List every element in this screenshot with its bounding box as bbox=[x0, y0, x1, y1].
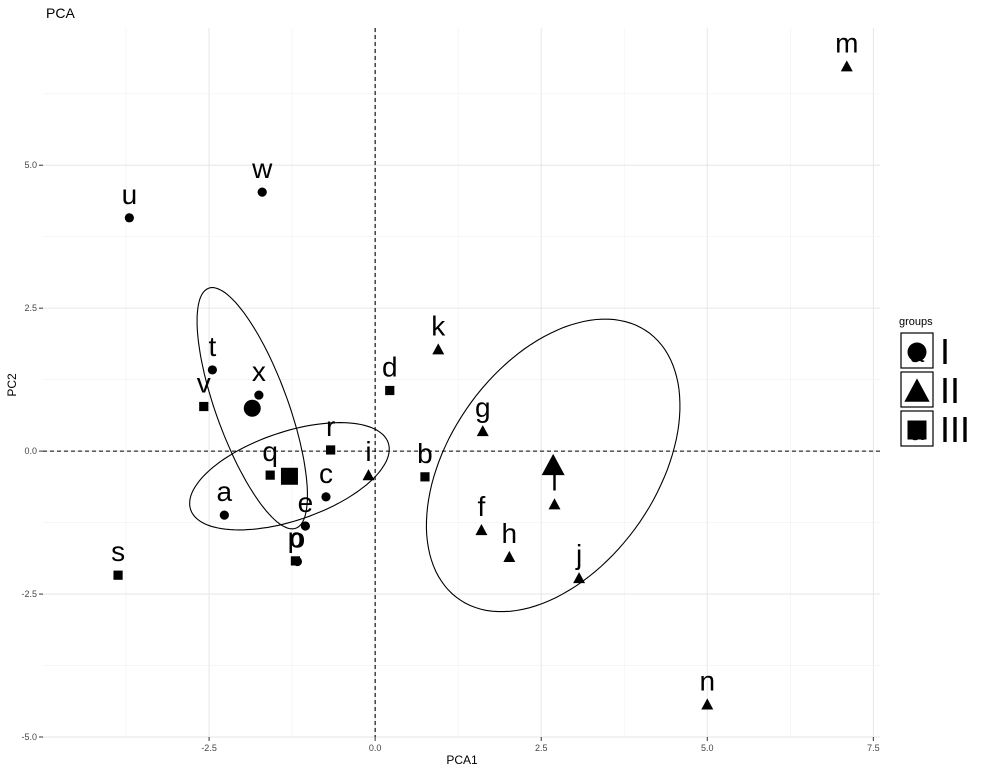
point-p bbox=[290, 556, 301, 566]
point-g bbox=[476, 425, 489, 437]
point-q bbox=[265, 470, 275, 480]
point-label-f: f bbox=[478, 491, 486, 522]
point-label-r: r bbox=[326, 411, 335, 442]
centroid-group-III bbox=[280, 467, 298, 485]
x-tick-label: -2.5 bbox=[201, 743, 217, 753]
confidence-ellipses bbox=[189, 287, 681, 613]
point-label-e: e bbox=[298, 487, 314, 518]
x-tick-label: 7.5 bbox=[867, 743, 880, 753]
legend-key-letter: a bbox=[910, 416, 925, 446]
centroid-group-I bbox=[243, 399, 261, 417]
ellipse-group-III bbox=[189, 422, 390, 531]
y-axis-title: PC2 bbox=[5, 373, 19, 397]
point-label-x: x bbox=[252, 356, 266, 387]
point-label-v: v bbox=[197, 368, 211, 399]
point-label-a: a bbox=[217, 476, 233, 507]
point-label-q: q bbox=[262, 436, 278, 467]
point-e bbox=[300, 521, 310, 531]
centroid-group-II bbox=[541, 453, 565, 476]
point-v bbox=[199, 401, 209, 412]
point-label-d: d bbox=[382, 352, 398, 383]
legend-title: groups bbox=[899, 316, 933, 328]
legend-key-circle bbox=[907, 342, 927, 362]
point-label-s: s bbox=[111, 536, 125, 567]
point-l bbox=[548, 498, 561, 510]
legend-item-III: a III bbox=[900, 409, 970, 450]
y-tick-label: -5.0 bbox=[21, 732, 37, 742]
ellipse-group-II bbox=[425, 318, 681, 613]
point-n bbox=[701, 698, 714, 710]
ellipse-group-I bbox=[196, 287, 308, 530]
point-label-l: l bbox=[551, 465, 557, 496]
point-label-c: c bbox=[319, 458, 333, 489]
point-d bbox=[385, 385, 395, 396]
legend-label: III bbox=[940, 409, 970, 450]
point-label-b: b bbox=[417, 438, 433, 469]
point-label-w: w bbox=[251, 153, 273, 184]
grid bbox=[43, 28, 880, 738]
point-label-o: o bbox=[290, 522, 306, 553]
point-label-u: u bbox=[122, 179, 138, 210]
point-k bbox=[432, 343, 445, 355]
legend-key-letter: a bbox=[910, 377, 925, 407]
point-s bbox=[113, 570, 123, 580]
point-label-h: h bbox=[502, 518, 518, 549]
point-m bbox=[840, 60, 853, 72]
legend-item-II: a II bbox=[900, 370, 960, 411]
point-label-g: g bbox=[475, 392, 491, 423]
legend-key-square bbox=[907, 420, 927, 440]
data-points bbox=[113, 60, 853, 710]
point-r bbox=[326, 445, 336, 455]
chart-title: PCA bbox=[46, 5, 75, 21]
legend-label: II bbox=[940, 370, 960, 411]
y-tick-label: 5.0 bbox=[24, 160, 37, 170]
point-b bbox=[420, 472, 430, 482]
y-tick-label: 2.5 bbox=[24, 303, 37, 313]
point-label-p: p bbox=[288, 522, 304, 553]
x-tick-label: 5.0 bbox=[701, 743, 714, 753]
point-label-m: m bbox=[835, 27, 858, 58]
point-label-i: i bbox=[365, 436, 371, 467]
reference-lines bbox=[43, 28, 880, 737]
x-tick-label: 0.0 bbox=[369, 743, 382, 753]
y-tick-label: 0.0 bbox=[24, 446, 37, 456]
legend-key-letter: a bbox=[910, 338, 925, 368]
point-h bbox=[503, 550, 516, 562]
y-tick-label: -2.5 bbox=[21, 589, 37, 599]
x-axis-title: PCA1 bbox=[446, 753, 478, 767]
point-u bbox=[124, 213, 134, 223]
x-tick-label: 2.5 bbox=[535, 743, 548, 753]
point-label-j: j bbox=[575, 539, 582, 570]
point-labels: a ceo t u w x f g h i j k l m n b d p q r s v bbox=[111, 27, 858, 696]
point-i bbox=[362, 469, 375, 481]
x-axis-ticks: -2.5 0.0 2.5 5.0 7.5 bbox=[201, 737, 880, 753]
legend-key-triangle bbox=[904, 378, 930, 402]
point-a bbox=[219, 510, 229, 520]
point-c bbox=[321, 492, 331, 502]
point-label-k: k bbox=[431, 310, 446, 341]
group-centroids bbox=[243, 399, 565, 485]
point-t bbox=[207, 365, 217, 375]
legend-label: I bbox=[940, 331, 950, 372]
legend: groups a Ia IIa III bbox=[899, 316, 970, 450]
point-label-n: n bbox=[699, 665, 715, 696]
point-j bbox=[573, 572, 586, 584]
point-f bbox=[475, 524, 488, 536]
point-w bbox=[257, 187, 267, 197]
point-label-t: t bbox=[209, 331, 217, 362]
y-axis-ticks: -5.0 -2.5 0.0 2.5 5.0 bbox=[21, 160, 43, 742]
point-x bbox=[254, 390, 264, 400]
